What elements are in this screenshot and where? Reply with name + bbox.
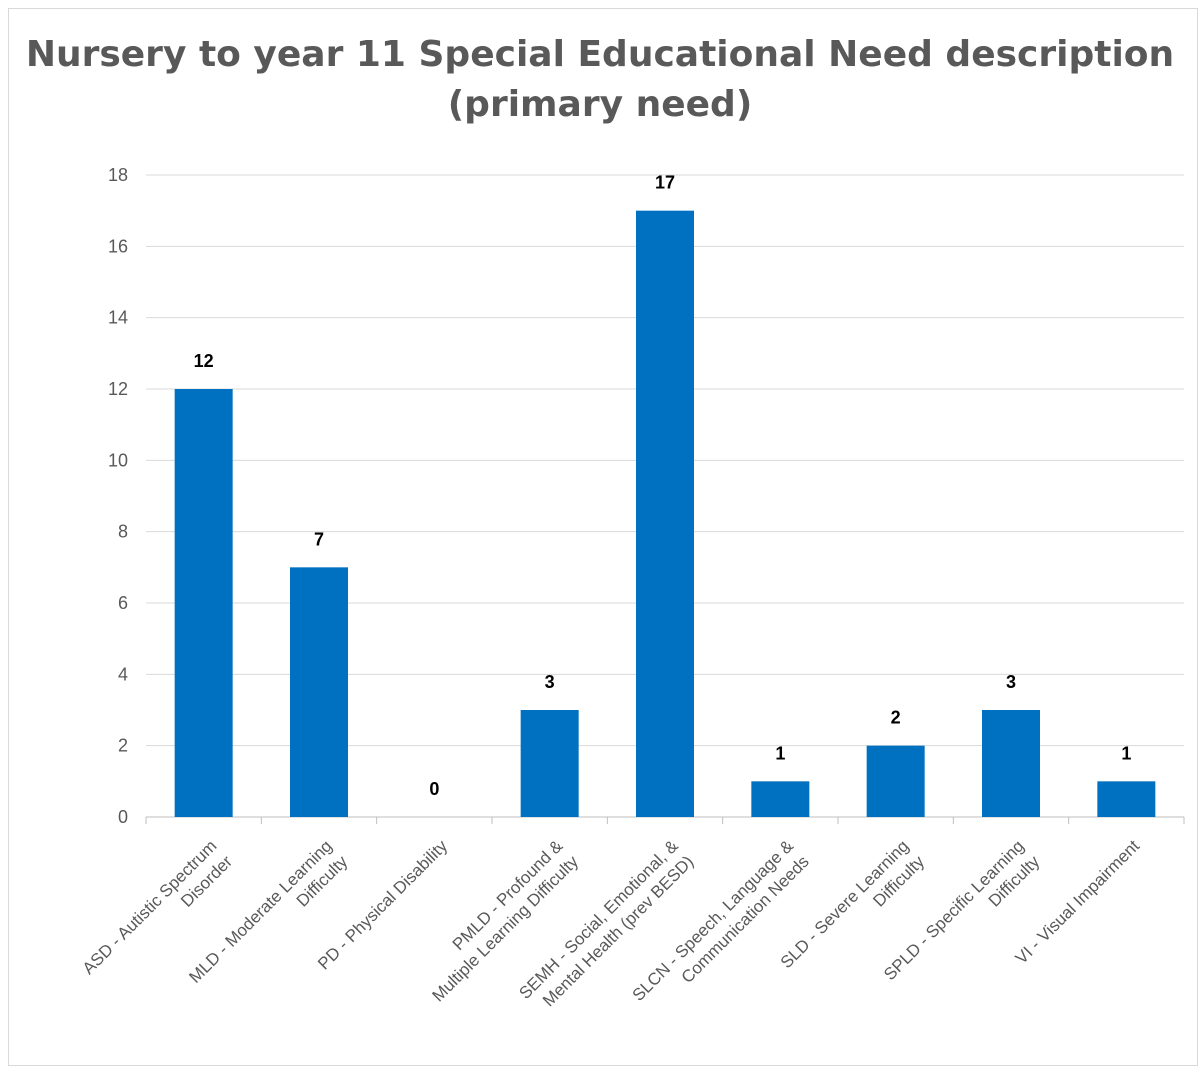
bar — [290, 567, 348, 817]
y-tick-label: 0 — [118, 807, 128, 827]
bar-value-label: 7 — [314, 529, 324, 549]
bar — [866, 745, 925, 817]
bar-value-label: 12 — [194, 351, 214, 371]
y-tick-label: 10 — [108, 450, 128, 470]
bar — [751, 781, 810, 817]
y-tick-label: 14 — [108, 308, 128, 328]
bar-value-label: 0 — [429, 779, 439, 799]
bar-value-label: 1 — [1121, 743, 1131, 763]
bar — [636, 210, 694, 817]
bar-value-label: 3 — [1006, 672, 1016, 692]
y-tick-label: 18 — [108, 165, 128, 185]
bar — [1097, 781, 1156, 817]
y-tick-label: 4 — [118, 664, 128, 684]
bar — [174, 389, 233, 817]
chart-title-line-2: (primary need) — [447, 84, 753, 125]
y-tick-label: 8 — [118, 522, 128, 542]
y-tick-label: 16 — [108, 236, 128, 256]
bar-value-label: 1 — [775, 743, 785, 763]
y-tick-label: 12 — [108, 379, 128, 399]
bar-value-label: 3 — [545, 672, 555, 692]
bar — [520, 710, 579, 817]
bars — [174, 210, 1156, 817]
chart-title: Nursery to year 11 Special Educational N… — [0, 30, 1200, 130]
bar-value-label: 17 — [655, 173, 675, 193]
y-tick-label: 2 — [118, 736, 128, 756]
bar — [982, 710, 1040, 817]
y-tick-label: 6 — [118, 593, 128, 613]
x-category-label-line: ASD - Autistic Spectrum — [79, 836, 221, 978]
y-axis-ticks: 0 2 4 6 8 10 12 14 16 18 — [108, 165, 128, 827]
chart-title-line-1: Nursery to year 11 Special Educational N… — [25, 34, 1175, 75]
bar-value-label: 2 — [891, 708, 901, 728]
x-axis — [145, 816, 1185, 824]
